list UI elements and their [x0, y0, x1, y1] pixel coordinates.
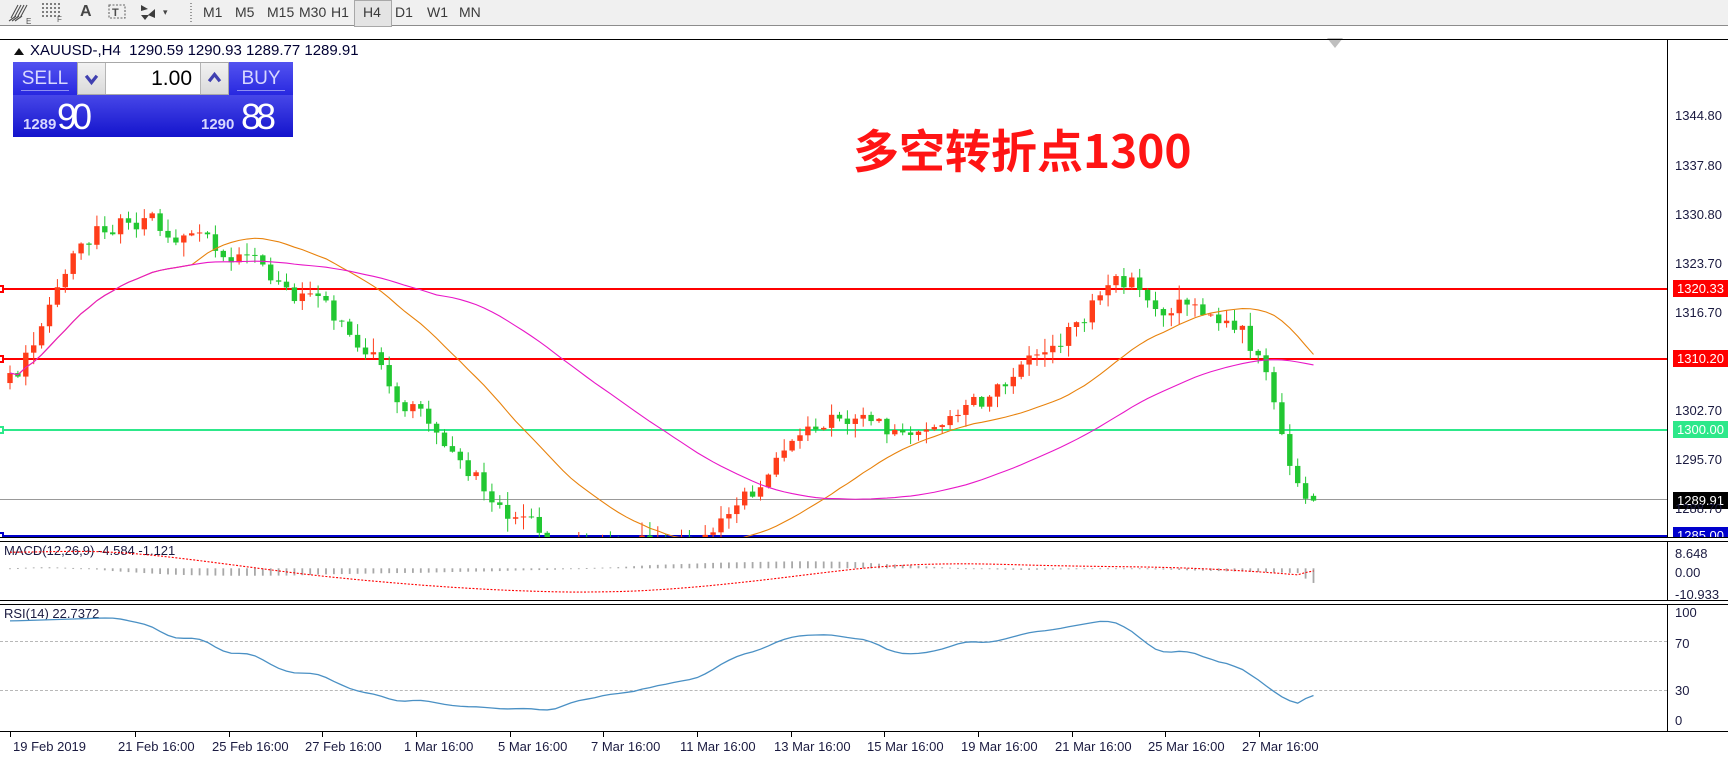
svg-text:E: E [26, 17, 31, 25]
svg-text:T: T [112, 7, 119, 19]
svg-text:F: F [57, 15, 62, 23]
